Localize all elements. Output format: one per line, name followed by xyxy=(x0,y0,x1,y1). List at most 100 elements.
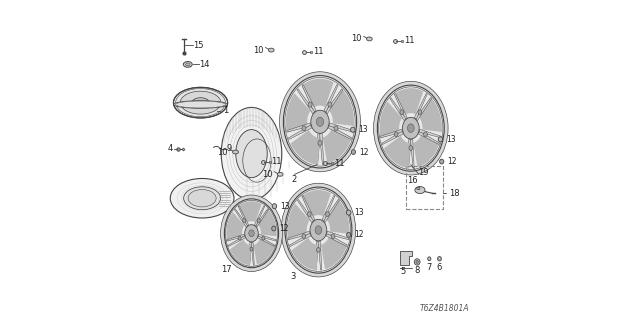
Polygon shape xyxy=(380,101,402,139)
Ellipse shape xyxy=(272,204,276,209)
Ellipse shape xyxy=(238,236,241,240)
Text: 8: 8 xyxy=(415,266,420,276)
Text: 10: 10 xyxy=(217,148,228,156)
Polygon shape xyxy=(257,208,276,236)
Polygon shape xyxy=(418,97,442,132)
Ellipse shape xyxy=(310,219,327,241)
Ellipse shape xyxy=(308,212,311,216)
Ellipse shape xyxy=(249,230,254,237)
Ellipse shape xyxy=(184,187,221,210)
Polygon shape xyxy=(324,84,338,112)
Text: 17: 17 xyxy=(221,265,231,275)
Polygon shape xyxy=(325,89,343,114)
Polygon shape xyxy=(382,131,403,145)
Text: T6Z4B1801A: T6Z4B1801A xyxy=(420,304,470,313)
Ellipse shape xyxy=(280,72,360,172)
Polygon shape xyxy=(289,125,312,140)
Ellipse shape xyxy=(424,132,428,137)
Polygon shape xyxy=(251,242,254,265)
Text: 13: 13 xyxy=(280,202,290,211)
Polygon shape xyxy=(258,236,275,246)
Ellipse shape xyxy=(302,126,306,131)
Text: 6: 6 xyxy=(436,263,442,272)
Text: 2: 2 xyxy=(292,175,297,184)
Polygon shape xyxy=(235,209,248,227)
Ellipse shape xyxy=(192,98,209,108)
Ellipse shape xyxy=(374,81,448,175)
Ellipse shape xyxy=(302,234,306,239)
Ellipse shape xyxy=(409,146,413,150)
Ellipse shape xyxy=(403,117,419,139)
Polygon shape xyxy=(408,139,411,168)
Text: 12: 12 xyxy=(279,224,289,233)
Ellipse shape xyxy=(277,172,283,176)
Ellipse shape xyxy=(367,37,372,41)
Ellipse shape xyxy=(418,110,422,115)
Ellipse shape xyxy=(318,140,322,146)
Ellipse shape xyxy=(346,210,351,215)
Ellipse shape xyxy=(317,247,320,252)
Ellipse shape xyxy=(394,132,398,137)
Polygon shape xyxy=(419,131,440,145)
Ellipse shape xyxy=(308,102,312,107)
Text: 13: 13 xyxy=(355,208,364,217)
Polygon shape xyxy=(258,234,276,241)
Ellipse shape xyxy=(351,127,355,132)
Polygon shape xyxy=(394,93,407,119)
Ellipse shape xyxy=(328,102,332,107)
Polygon shape xyxy=(328,125,351,140)
Polygon shape xyxy=(238,205,249,226)
Text: 10: 10 xyxy=(253,45,263,55)
Polygon shape xyxy=(302,196,315,221)
Polygon shape xyxy=(326,199,349,234)
Ellipse shape xyxy=(233,150,239,154)
Polygon shape xyxy=(323,128,352,164)
Text: 5: 5 xyxy=(401,267,406,276)
Polygon shape xyxy=(238,201,262,223)
Text: 13: 13 xyxy=(358,125,368,134)
Polygon shape xyxy=(328,88,354,126)
Polygon shape xyxy=(413,133,440,167)
Text: 9: 9 xyxy=(227,144,232,153)
Ellipse shape xyxy=(221,195,282,271)
Text: 18: 18 xyxy=(449,189,460,198)
Polygon shape xyxy=(291,130,319,165)
Ellipse shape xyxy=(351,150,356,155)
Ellipse shape xyxy=(173,87,228,118)
Ellipse shape xyxy=(417,187,420,190)
Polygon shape xyxy=(390,98,406,121)
Polygon shape xyxy=(410,139,414,168)
Polygon shape xyxy=(322,196,335,221)
Polygon shape xyxy=(394,88,423,116)
Polygon shape xyxy=(384,136,410,168)
Ellipse shape xyxy=(186,63,190,66)
Ellipse shape xyxy=(175,89,225,117)
Polygon shape xyxy=(253,238,275,265)
Ellipse shape xyxy=(326,212,330,216)
Polygon shape xyxy=(318,241,322,270)
Ellipse shape xyxy=(272,226,276,231)
Ellipse shape xyxy=(438,258,440,260)
Text: 12: 12 xyxy=(359,148,369,156)
Ellipse shape xyxy=(173,101,228,108)
Ellipse shape xyxy=(244,225,259,242)
Polygon shape xyxy=(414,93,428,119)
Polygon shape xyxy=(287,204,310,240)
Ellipse shape xyxy=(332,234,335,239)
Ellipse shape xyxy=(170,179,234,218)
Text: 11: 11 xyxy=(404,36,414,45)
Ellipse shape xyxy=(315,226,322,234)
Text: 10: 10 xyxy=(351,35,362,44)
Bar xyxy=(406,166,443,209)
Polygon shape xyxy=(249,242,252,265)
Ellipse shape xyxy=(438,137,443,142)
Ellipse shape xyxy=(347,233,351,237)
Text: 15: 15 xyxy=(193,41,204,50)
Polygon shape xyxy=(315,241,319,270)
Ellipse shape xyxy=(400,110,404,115)
Ellipse shape xyxy=(262,236,265,240)
Polygon shape xyxy=(329,123,353,132)
Polygon shape xyxy=(323,199,339,223)
Ellipse shape xyxy=(225,199,278,268)
Polygon shape xyxy=(286,93,310,133)
